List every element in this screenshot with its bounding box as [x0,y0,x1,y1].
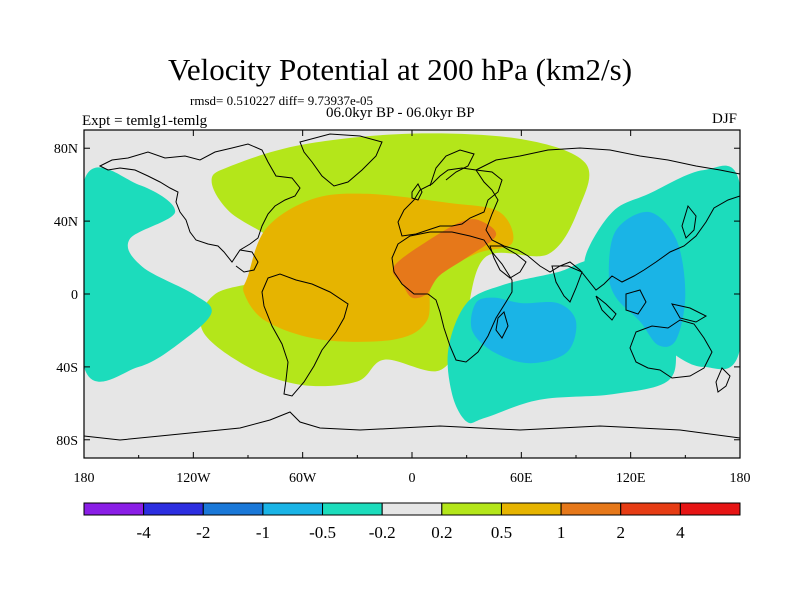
coastline-new-zealand [715,367,731,393]
contour-region-6 [84,167,212,382]
coastline-sumatra [595,295,617,321]
coastline-asia [475,147,740,291]
coastline-africa [391,231,513,363]
colorbar-label: -2 [196,523,210,542]
lat-tick-label: 40N [54,215,78,230]
colorbar-label: 2 [616,523,625,542]
coastline-scandinavia [429,149,475,187]
coastline-australia [629,319,713,379]
colorbar-label: -0.5 [309,523,336,542]
coastline-antarctica [84,411,740,441]
lon-tick-label: 120E [616,471,646,486]
coastline-layer [84,133,740,441]
coastline-gulf-of-mexico [235,249,259,273]
contour-region-3 [392,219,497,299]
lon-tick-label: 60E [510,471,533,486]
colorbar-label: -1 [256,523,270,542]
experiment-label: Expt = temlg1-temlg [82,113,208,129]
colorbar-swatch [441,502,502,516]
coastline-south-america [261,273,349,397]
colorbar-swatch [322,502,383,516]
coastline-borneo [625,289,647,315]
colorbar-swatch [202,502,264,516]
colorbar-swatch [679,502,741,516]
colorbar-label: 1 [557,523,566,542]
colorbar-label: -0.2 [369,523,396,542]
colorbar-label: 0.2 [431,523,452,542]
coastline-europe [397,167,503,237]
coastline-madagascar [495,311,509,339]
lat-tick-label: 0 [71,288,78,303]
lat-tick-label: 40S [56,361,78,376]
lon-tick-label: 180 [730,471,751,486]
lat-tick-label: 80S [56,434,78,449]
colorbar-label: -4 [137,523,152,542]
figure-title: Velocity Potential at 200 hPa (km2/s) [167,52,633,87]
colorbar-swatch [83,502,145,516]
colorbar: -4 -2 -1 -0.5 -0.2 0.2 0.5 1 2 4 [83,502,741,542]
coastline-arabia [489,245,527,279]
axis-layer: 180 120W 60W 0 60E 120E 180 80N 40N 0 40S 80S [54,130,751,486]
period-subtitle: 06.0kyr BP - 06.0kyr BP [326,105,475,121]
coastline-india [551,265,583,303]
colorbar-swatch [620,502,681,516]
colorbar-swatch [143,502,204,516]
lon-tick-label: 0 [409,471,416,486]
contour-region-8 [608,211,686,347]
rmsd-diff-stats: rmsd= 0.510227 diff= 9.73937e-05 [190,93,374,108]
lat-tick-label: 80N [54,142,78,157]
season-label: DJF [712,111,738,127]
lon-tick-label: 120W [176,471,211,486]
lon-tick-label: 180 [74,471,95,486]
colorbar-swatch [262,502,324,516]
colorbar-swatch [560,502,622,516]
colorbar-label: 4 [676,523,685,542]
coastline-new-guinea [671,303,708,323]
contour-region-7 [470,297,577,364]
coastline-north-america [98,143,301,263]
colorbar-swatch [381,502,443,516]
coastline-japan [681,204,697,239]
lon-tick-label: 60W [289,471,317,486]
coastline-greenland [299,133,383,187]
coastline-british-isles [411,183,423,201]
colorbar-label: 0.5 [491,523,512,542]
colorbar-swatch [500,502,562,516]
